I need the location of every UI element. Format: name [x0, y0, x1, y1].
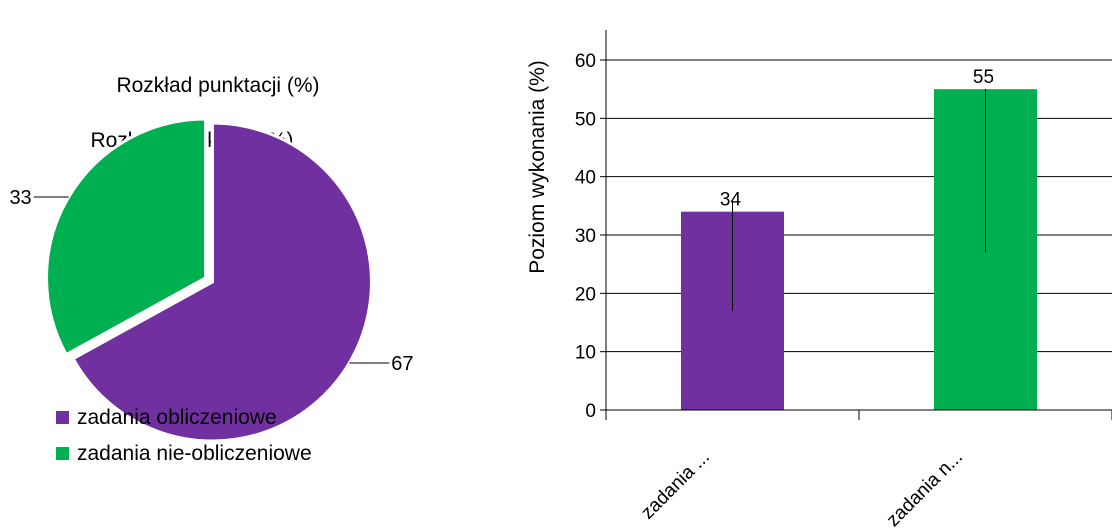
y-tick-label-10: 10: [575, 343, 596, 364]
bar-value-label-2: 55: [973, 67, 994, 88]
y-tick-label-0: 0: [585, 401, 596, 422]
y-tick-label-30: 30: [575, 226, 596, 247]
x-tick-label-2: zadania n...: [883, 447, 967, 531]
pie-value-label-2: 33: [9, 187, 31, 209]
pie-value-label-1: 67: [391, 353, 413, 375]
bar-chart: Poziom wykonania (%) 34 55 0 10 20 30 40 50 60 z…: [526, 30, 1112, 531]
y-tick-label-20: 20: [575, 284, 596, 305]
bar-value-label-1: 34: [720, 190, 742, 211]
y-tick-label-50: 50: [575, 109, 596, 130]
legend-label-2: zadania nie-obliczeniowe: [77, 442, 312, 465]
legend-swatch-1: [56, 411, 69, 424]
pie-chart: Rozkład punktacji (%) Rozkład punktacji …: [9, 74, 413, 465]
legend-label-1: zadania obliczeniowe: [77, 406, 277, 429]
bar-y-axis-label: Poziom wykonania (%): [526, 60, 549, 274]
x-tick-label-1: zadania ...: [637, 447, 714, 524]
pie-slice-1: [71, 121, 373, 443]
y-tick-label-60: 60: [575, 51, 596, 72]
pie-title: Rozkład punktacji (%): [116, 74, 319, 97]
legend-swatch-2: [56, 447, 69, 460]
y-tick-label-40: 40: [575, 168, 596, 189]
